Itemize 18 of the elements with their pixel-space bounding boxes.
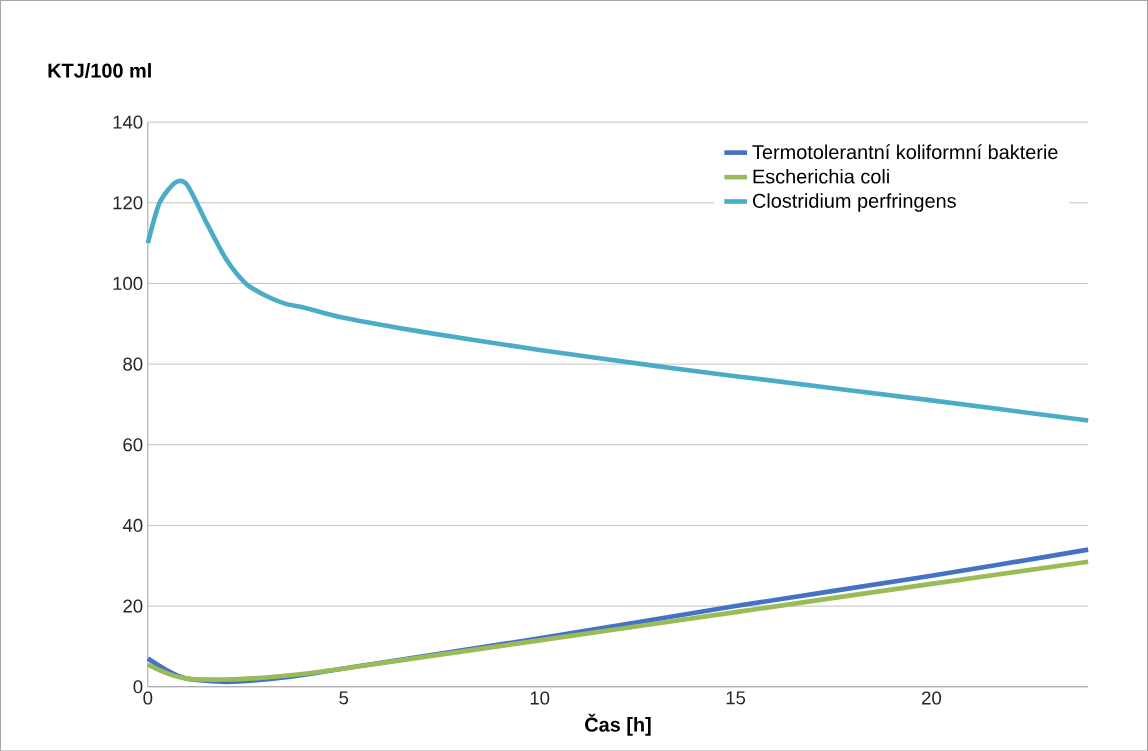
y-tick-label: 100 (113, 276, 143, 290)
x-tick-label: 5 (339, 691, 349, 705)
y-tick-label: 140 (113, 115, 143, 129)
y-tick-label: 0 (133, 679, 143, 694)
x-tick-label: 15 (726, 691, 746, 705)
x-tick-label: 20 (922, 691, 942, 705)
y-tick-label: 120 (113, 195, 143, 210)
x-tick-label: 10 (530, 691, 550, 705)
x-axis-title: Čas [h] (585, 713, 651, 736)
legend-label: Termotolerantní koliformní bakterie (752, 144, 1058, 159)
y-tick-label: 60 (123, 437, 143, 452)
y-tick-label: 40 (122, 518, 143, 532)
y-tick-label: 80 (123, 357, 143, 371)
y-axis-title: KTJ/100 ml (48, 62, 151, 78)
y-tick-label: 20 (123, 599, 143, 613)
x-tick-label: 0 (143, 691, 153, 705)
legend-label: Clostridium perfringens (752, 193, 956, 212)
legend-label: Escherichia coli (753, 168, 889, 184)
